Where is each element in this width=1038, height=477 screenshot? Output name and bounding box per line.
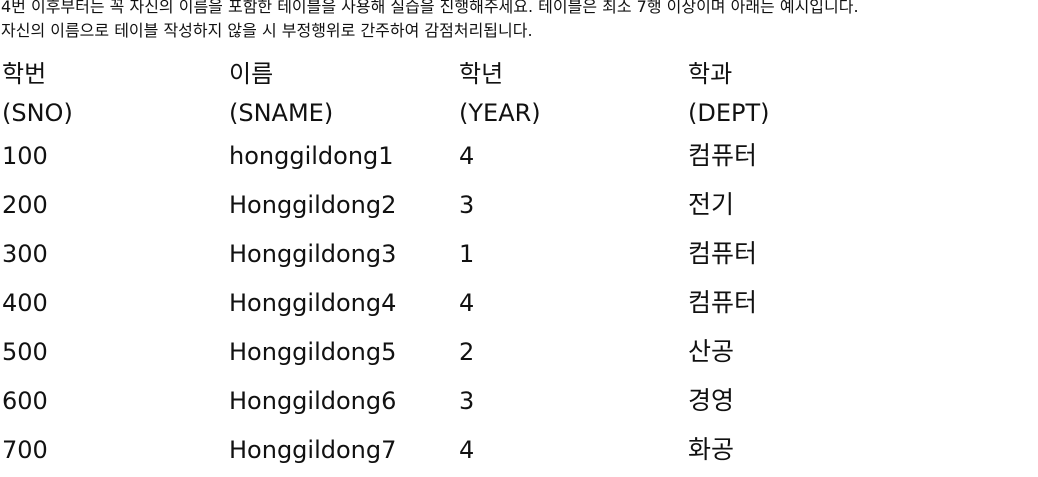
code-sname: (SNAME) xyxy=(229,99,334,127)
cell-dept: 산공 xyxy=(688,337,735,366)
instructions: 4번 이후부터는 꼭 자신의 이름을 포함한 테이블을 사용해 실습을 진행해주… xyxy=(1,0,1037,43)
cell-sno: 700 xyxy=(2,436,48,464)
cell-sno: 100 xyxy=(2,142,48,170)
cell-year: 2 xyxy=(459,338,475,366)
cell-sno: 400 xyxy=(2,289,48,317)
header-sno: 학번 xyxy=(2,60,47,88)
cell-dept: 전기 xyxy=(688,190,735,219)
code-year: (YEAR) xyxy=(459,99,541,127)
cell-sname: honggildong1 xyxy=(229,142,394,170)
cell-year: 1 xyxy=(459,240,475,268)
header-sname: 이름 xyxy=(229,60,274,88)
cell-sno: 500 xyxy=(2,338,48,366)
cell-sname: Honggildong3 xyxy=(229,240,397,268)
cell-year: 3 xyxy=(459,191,475,219)
cell-year: 3 xyxy=(459,387,475,415)
header-dept: 학과 xyxy=(688,60,733,88)
cell-dept: 컴퓨터 xyxy=(688,288,758,317)
cell-year: 4 xyxy=(459,142,475,170)
cell-year: 4 xyxy=(459,289,475,317)
cell-dept: 경영 xyxy=(688,386,735,415)
cell-sname: Honggildong7 xyxy=(229,436,397,464)
cell-dept: 컴퓨터 xyxy=(688,239,758,268)
instruction-line-2: 자신의 이름으로 테이블 작성하지 않을 시 부정행위로 간주하여 감점처리됩니… xyxy=(1,21,533,40)
cell-sname: Honggildong6 xyxy=(229,387,397,415)
code-dept: (DEPT) xyxy=(688,99,770,127)
cell-year: 4 xyxy=(459,436,475,464)
cell-sno: 200 xyxy=(2,191,48,219)
cell-dept: 화공 xyxy=(688,435,735,464)
cell-dept: 컴퓨터 xyxy=(688,141,758,170)
instruction-line-1: 4번 이후부터는 꼭 자신의 이름을 포함한 테이블을 사용해 실습을 진행해주… xyxy=(1,0,859,16)
cell-sname: Honggildong5 xyxy=(229,338,397,366)
cell-sname: Honggildong2 xyxy=(229,191,397,219)
code-sno: (SNO) xyxy=(2,99,73,127)
cell-sno: 600 xyxy=(2,387,48,415)
cell-sno: 300 xyxy=(2,240,48,268)
header-year: 학년 xyxy=(459,60,504,88)
cell-sname: Honggildong4 xyxy=(229,289,397,317)
